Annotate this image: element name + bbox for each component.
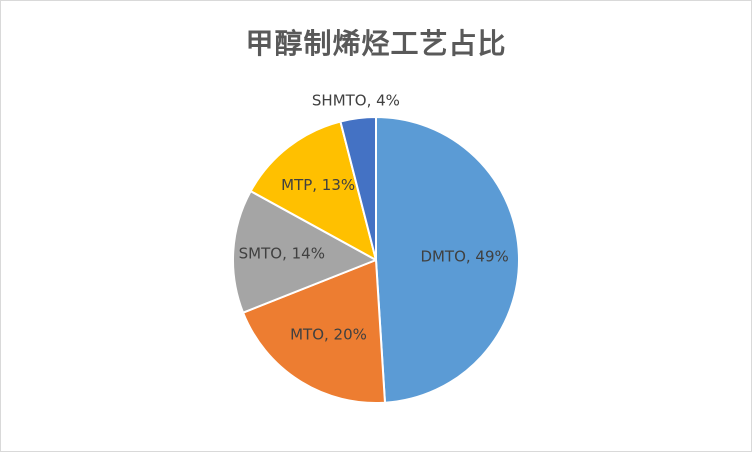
data-label-mto: MTO, 20% — [290, 325, 367, 343]
pie-slice-smto — [232, 190, 377, 314]
pie-labels: DMTO, 49% MTO, 20% SMTO, 14% MTP, 13% SHMTO,… — [239, 92, 509, 344]
pie-slice-mto — [242, 259, 386, 404]
pie-slice-shmto — [339, 116, 377, 261]
pie-slice-dmto — [375, 116, 521, 404]
data-label-dmto: DMTO, 49% — [420, 248, 508, 266]
chart-title: 甲醇制烯烃工艺占比 — [245, 27, 507, 60]
data-label-shmto: SHMTO, 4% — [312, 92, 400, 110]
data-label-smto: SMTO, 14% — [239, 245, 325, 263]
pie-slice-mtp — [249, 120, 377, 261]
pie-slices — [232, 116, 521, 404]
data-label-mtp: MTP, 13% — [281, 176, 355, 194]
